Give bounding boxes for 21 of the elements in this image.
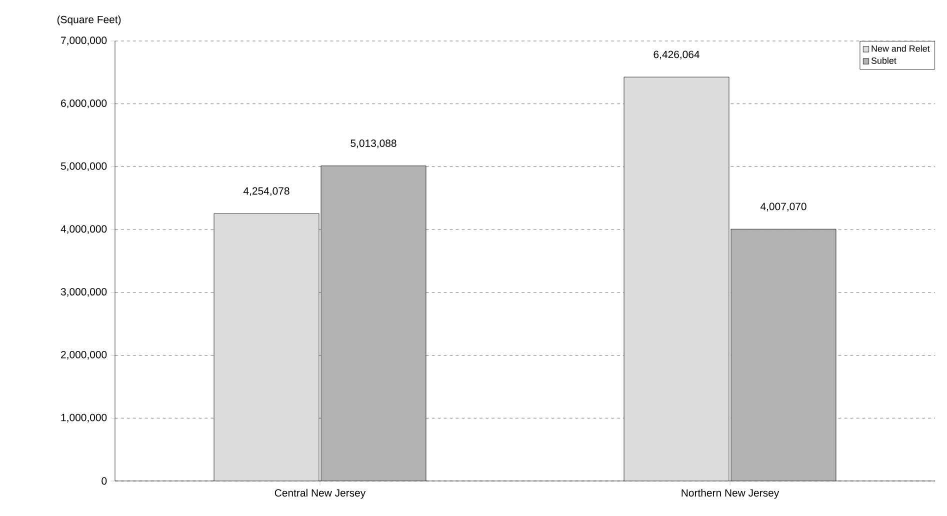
y-tick-label: 4,000,000 — [60, 225, 107, 234]
legend-label: New and Relet — [872, 45, 930, 52]
bar — [321, 166, 426, 481]
y-tick-label: 6,000,000 — [61, 100, 107, 108]
y-tick-label: 0 — [102, 477, 107, 485]
data-label: 5,013,088 — [350, 140, 396, 148]
x-tick-label: Central New Jersey — [274, 488, 366, 499]
bar — [214, 214, 320, 481]
data-label: 6,426,064 — [654, 50, 700, 60]
data-label: 4,007,070 — [760, 202, 806, 212]
y-tick-label: 3,000,000 — [60, 288, 107, 297]
y-tick-label: 1,000,000 — [61, 414, 107, 422]
data-label: 4,254,078 — [243, 187, 290, 196]
bar — [624, 76, 730, 481]
x-tick-label: Northern New Jersey — [682, 488, 780, 499]
y-axis-title: (Square Feet) — [57, 16, 121, 26]
y-tick-label: 5,000,000 — [60, 162, 107, 172]
legend-label: Sublet — [871, 57, 896, 64]
y-tick-label: 2,000,000 — [61, 350, 107, 360]
bar — [730, 228, 836, 481]
y-tick-label: 7,000,000 — [61, 36, 107, 46]
